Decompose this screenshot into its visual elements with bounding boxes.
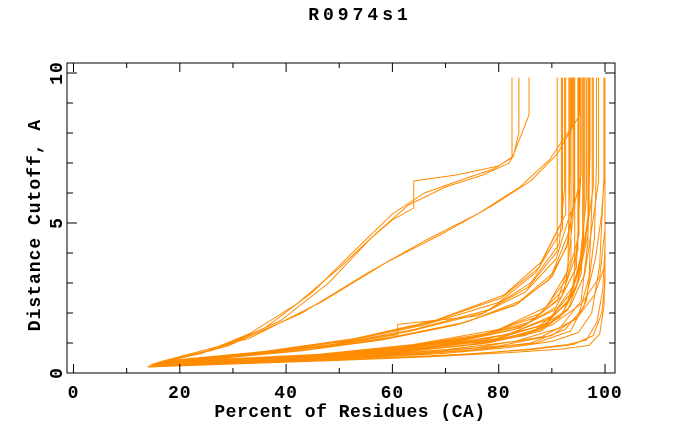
model-curve [147,77,600,367]
x-axis-title: Percent of Residues (CA) [214,403,486,423]
model-curve [163,77,580,364]
model-curve [155,77,589,366]
model-curve [153,264,606,366]
model-curve [154,77,573,365]
model-curve [158,77,566,363]
model-curve [160,77,572,365]
model-curve [156,196,606,365]
model-curve [155,77,572,364]
model-curve [147,77,606,368]
model-curve [162,77,562,362]
plot-frame [66,62,616,374]
model-curve [153,77,513,365]
x-tick-label: 80 [487,384,511,404]
tick-labels: 0 20 40 60 80 100 0 5 10 [48,61,622,404]
chart-title: R0974s1 [308,6,412,26]
x-tick-label: 100 [587,384,622,404]
model-curve [150,77,575,366]
model-curve [152,77,570,365]
model-curve [151,77,597,367]
model-curve [157,77,558,364]
model-curve [169,77,571,363]
y-tick-label: 5 [48,217,68,229]
model-curve [149,77,606,367]
model-curve [158,77,530,363]
x-tick-label: 40 [274,384,298,404]
y-tick-label: 10 [48,61,68,85]
x-tick-label: 0 [68,384,80,404]
model-curve [161,77,579,364]
y-axis-title: Distance Cutoff, A [26,118,46,332]
plot-frame-and-ticks [66,62,616,374]
model-curve [160,77,580,363]
model-curve [150,77,591,367]
model-curves [147,77,606,368]
model-curve [163,77,567,362]
model-curve [161,77,563,363]
x-tick-label: 20 [168,384,192,404]
y-tick-label: 0 [48,367,68,379]
x-tick-label: 60 [381,384,405,404]
